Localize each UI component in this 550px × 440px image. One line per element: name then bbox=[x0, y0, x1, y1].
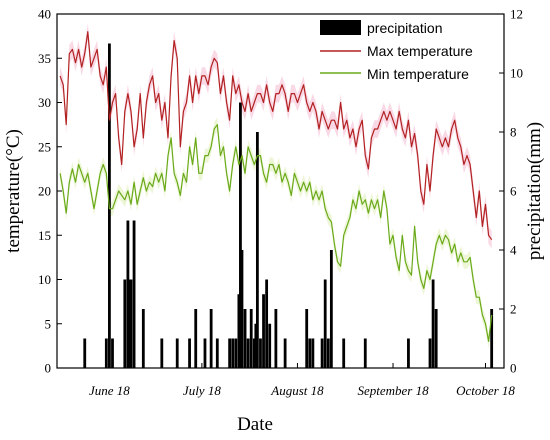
date-tick-label: July 18 bbox=[183, 383, 221, 398]
precipitation-bar bbox=[215, 338, 219, 368]
left-axis-title: temperature(°C) bbox=[3, 129, 24, 253]
legend-swatch-precipitation bbox=[320, 20, 361, 35]
right-tick-label: 0 bbox=[510, 361, 517, 376]
precipitation-bar bbox=[363, 338, 367, 368]
left-tick-label: 30 bbox=[38, 95, 51, 110]
right-tick-label: 4 bbox=[510, 243, 517, 258]
precipitation-bar bbox=[308, 338, 312, 368]
precipitation-bar bbox=[203, 338, 207, 368]
precipitation-bar bbox=[255, 132, 259, 368]
precipitation-bar bbox=[129, 279, 133, 368]
left-tick-label: 25 bbox=[38, 139, 51, 154]
precipitation-bar bbox=[259, 338, 262, 368]
precipitation-bar bbox=[311, 338, 315, 368]
precipitation-bar bbox=[194, 309, 198, 368]
precipitation-bar bbox=[320, 338, 324, 368]
precipitation-bar bbox=[283, 338, 287, 368]
precipitation-bar bbox=[265, 279, 269, 368]
precipitation-bar bbox=[305, 309, 309, 368]
left-tick-label: 15 bbox=[38, 228, 51, 243]
precipitation-bar bbox=[209, 309, 213, 368]
right-tick-label: 6 bbox=[510, 184, 517, 199]
legend-label-max-temperature: Max temperature bbox=[367, 43, 473, 59]
right-tick-label: 2 bbox=[510, 302, 517, 317]
legend-label-precipitation: precipitation bbox=[367, 20, 443, 36]
precipitation-bar bbox=[83, 338, 87, 368]
date-tick-label: September 18 bbox=[357, 383, 429, 398]
precipitation-bar bbox=[246, 338, 250, 368]
x-axis-title: Date bbox=[237, 414, 273, 435]
precipitation-bar bbox=[188, 338, 191, 368]
precipitation-bar bbox=[243, 309, 247, 368]
left-tick-label: 40 bbox=[38, 7, 51, 22]
precipitation-bar bbox=[254, 323, 258, 368]
precipitation-bar bbox=[240, 250, 244, 368]
date-tick-label: June 18 bbox=[89, 383, 130, 398]
left-tick-label: 10 bbox=[38, 272, 51, 287]
precipitation-bar bbox=[231, 338, 235, 368]
left-axis-ticks: 0 5 10 15 20 25 30 35 40 bbox=[38, 7, 62, 376]
precipitation-bar bbox=[132, 220, 136, 368]
precipitation-bar bbox=[329, 250, 333, 368]
precipitation-bar bbox=[111, 338, 114, 368]
min-temperature-line bbox=[59, 124, 493, 342]
left-tick-label: 35 bbox=[38, 51, 51, 66]
left-tick-label: 5 bbox=[45, 316, 52, 331]
precipitation-bar bbox=[141, 309, 145, 368]
right-tick-label: 12 bbox=[510, 7, 523, 22]
precipitation-bar bbox=[234, 338, 238, 368]
precipitation-bar bbox=[126, 220, 130, 368]
right-tick-label: 8 bbox=[510, 125, 517, 140]
precipitation-bar bbox=[228, 338, 232, 368]
precipitation-bar bbox=[104, 338, 108, 368]
precipitation-bar bbox=[342, 338, 346, 368]
precipitation-bar bbox=[490, 309, 494, 368]
right-axis-title: precipitation(mm) bbox=[524, 122, 545, 260]
precipitation-bar bbox=[274, 309, 278, 368]
left-tick-label: 20 bbox=[38, 184, 51, 199]
precipitation-bar bbox=[237, 294, 241, 368]
precipitation-bar bbox=[323, 279, 327, 368]
date-tick-label: October 18 bbox=[456, 383, 515, 398]
precipitation-bar bbox=[123, 279, 127, 368]
precipitation-bar bbox=[249, 309, 253, 368]
precipitation-bar bbox=[407, 338, 410, 368]
precipitation-bar bbox=[262, 294, 265, 368]
precipitation-bars bbox=[83, 43, 494, 368]
date-tick-label: August 18 bbox=[270, 383, 324, 398]
precipitation-bar bbox=[252, 338, 256, 368]
right-tick-label: 10 bbox=[510, 66, 523, 81]
right-axis-ticks: 0 2 4 6 8 10 12 bbox=[499, 7, 523, 376]
precipitation-bar bbox=[239, 102, 242, 368]
precipitation-bar bbox=[431, 279, 435, 368]
left-tick-label: 0 bbox=[45, 361, 52, 376]
legend: precipitation Max temperature Min temper… bbox=[320, 20, 473, 82]
legend-label-min-temperature: Min temperature bbox=[367, 66, 469, 82]
max-temperature-line bbox=[59, 31, 493, 241]
precipitation-bar bbox=[160, 338, 164, 368]
precipitation-bar bbox=[268, 323, 272, 368]
precipitation-bar bbox=[175, 338, 179, 368]
temperature-lines bbox=[59, 31, 493, 342]
precipitation-bar bbox=[326, 338, 330, 368]
date-axis-ticks: June 18 July 18 August 18 September 18 Octob… bbox=[89, 363, 515, 398]
precipitation-bar bbox=[434, 309, 438, 368]
precipitation-bar bbox=[428, 338, 432, 368]
